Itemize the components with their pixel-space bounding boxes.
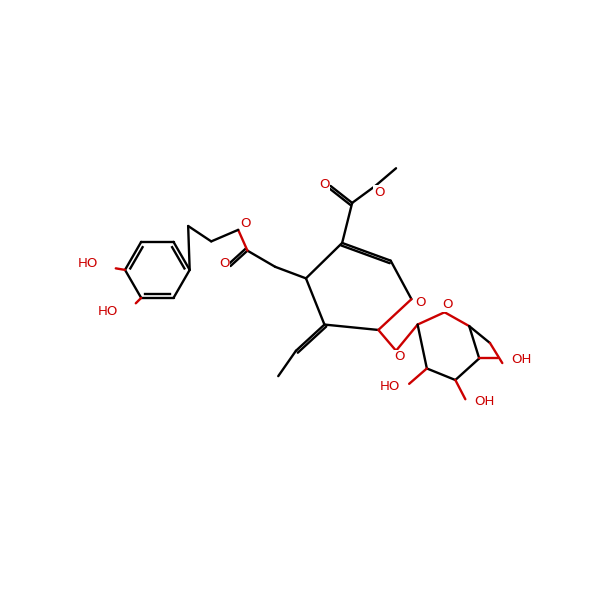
Text: O: O (319, 178, 329, 191)
Text: OH: OH (475, 395, 495, 408)
Text: O: O (415, 296, 426, 310)
Text: O: O (395, 350, 405, 364)
Text: O: O (241, 217, 251, 230)
Text: O: O (442, 298, 453, 311)
Text: OH: OH (510, 353, 530, 366)
Text: OH: OH (511, 353, 531, 366)
Text: HO: HO (98, 305, 118, 318)
Text: HO: HO (77, 257, 98, 270)
Text: HO: HO (380, 380, 400, 392)
Text: O: O (219, 257, 230, 270)
Text: O: O (374, 185, 385, 199)
